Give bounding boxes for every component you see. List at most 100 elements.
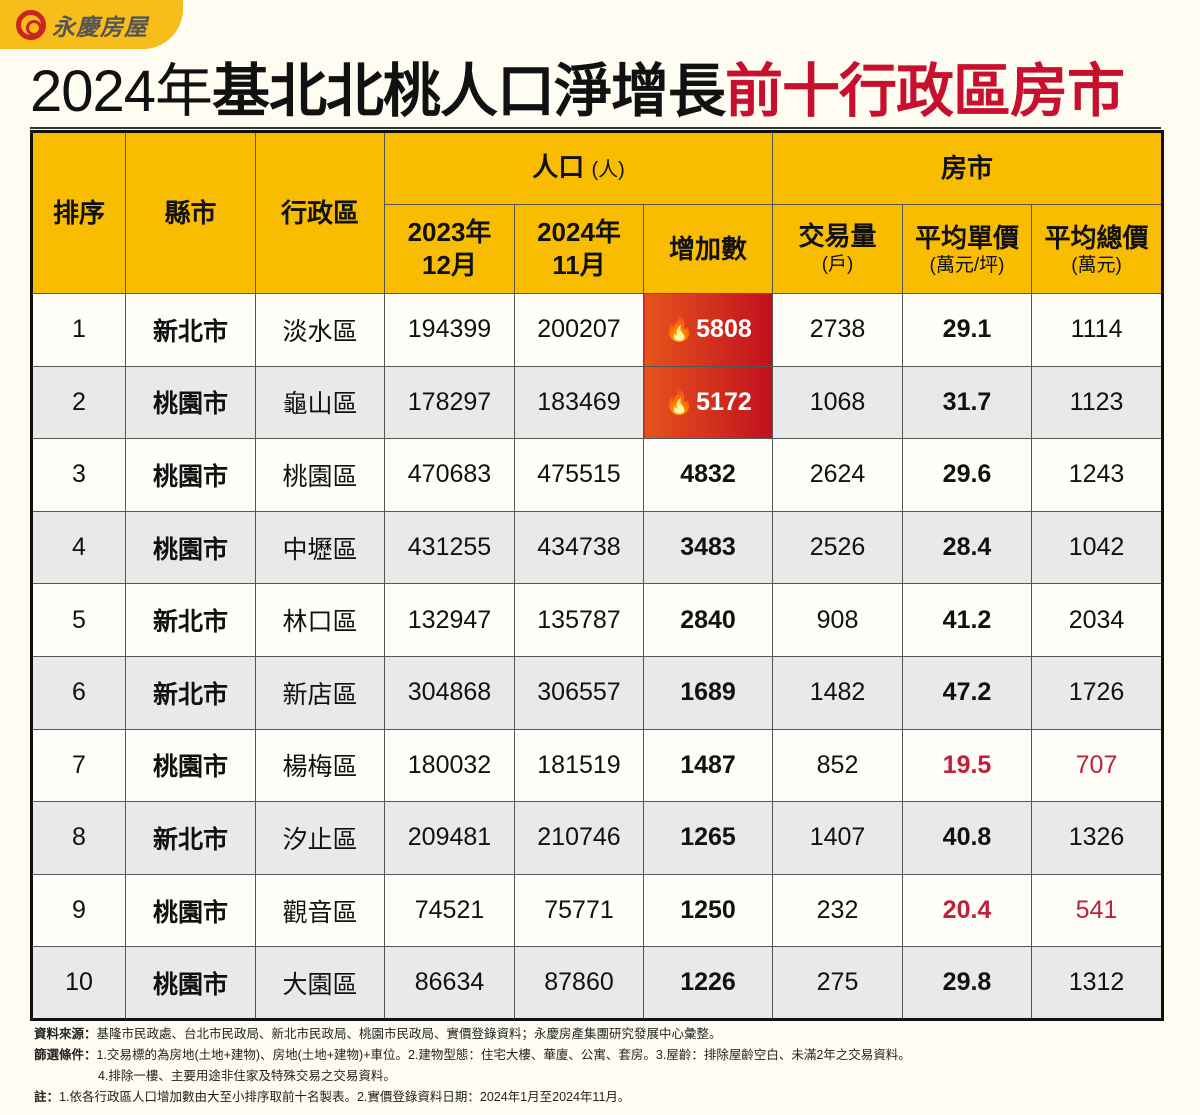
source-text: 基隆市民政處、台北市民政局、新北市民政局、桃園市民政局、實價登錄資料；永慶房產集… xyxy=(96,1027,722,1041)
cell-pop-2024: 306557 xyxy=(514,655,644,730)
cell-district: 桃園區 xyxy=(255,438,385,512)
cell-district-value: 淡水區 xyxy=(282,317,358,346)
cell-rank-value: 10 xyxy=(65,968,93,997)
cell-increase: 1250 xyxy=(642,873,774,948)
cell-pop-2023: 194399 xyxy=(384,293,515,367)
cell-total-price: 1123 xyxy=(1031,365,1164,440)
cell-unit-price-value: 29.6 xyxy=(942,460,992,489)
cell-rank: 6 xyxy=(31,655,126,730)
volume-label: 交易量(戶) xyxy=(798,221,877,275)
cell-volume: 908 xyxy=(772,583,904,657)
cell-pop-2023: 180032 xyxy=(384,728,515,803)
cell-pop-2024: 75771 xyxy=(514,873,644,948)
cell-district: 中壢區 xyxy=(255,510,385,585)
cell-increase-value: 3483 xyxy=(680,533,736,562)
cell-volume-value: 232 xyxy=(816,896,859,925)
cell-pop-2023: 74521 xyxy=(384,873,515,948)
title-divider xyxy=(30,127,1161,129)
cell-volume-value: 1482 xyxy=(809,678,866,707)
header-rank: 排序 xyxy=(31,131,126,294)
data-table: 排序 縣市 行政區 人口 (人) 房市 2023年12月 2024年 11月 增加… xyxy=(30,130,1165,1021)
header-population: 人口 (人) xyxy=(383,131,774,205)
cell-increase-value: 4832 xyxy=(680,460,736,489)
cell-city-value: 桃園市 xyxy=(152,898,228,927)
cell-unit-price-value: 29.1 xyxy=(942,315,992,344)
cell-city-value: 新北市 xyxy=(152,825,228,854)
cell-city-value: 桃園市 xyxy=(152,753,228,782)
cell-pop-2024: 181519 xyxy=(514,728,644,803)
unit-price-unit: (萬元/坪) xyxy=(929,254,1005,276)
cell-pop-2024-value: 210746 xyxy=(537,823,621,852)
cell-district: 觀音區 xyxy=(255,873,385,948)
cell-district: 龜山區 xyxy=(255,365,385,440)
logo-text: 永慶房屋 xyxy=(52,13,148,40)
cell-increase: 3483 xyxy=(642,510,774,585)
header-housing: 房市 xyxy=(772,131,1164,205)
cell-district-value: 龜山區 xyxy=(282,390,358,419)
cell-total-price: 541 xyxy=(1031,873,1164,948)
cell-pop-2024: 135787 xyxy=(514,583,644,657)
cell-district: 林口區 xyxy=(255,583,385,657)
cell-city: 新北市 xyxy=(125,583,256,657)
table-row: 6 新北市 新店區 304868 306557 1689 1482 47.2 1726 xyxy=(31,655,1164,730)
cell-volume-value: 1068 xyxy=(809,387,866,416)
filter-text-1: 1.交易標的為房地(土地+建物)、房地(土地+建物)+車位。2.建物型態：住宅大… xyxy=(96,1048,911,1062)
cell-rank-value: 7 xyxy=(72,750,86,779)
header-pop-2024-year: 2024年 xyxy=(537,217,621,247)
cell-rank-value: 9 xyxy=(72,896,86,925)
cell-increase: 1487 xyxy=(642,728,774,803)
cell-total-price-value: 707 xyxy=(1075,750,1118,779)
cell-increase-value: 2840 xyxy=(680,605,736,634)
cell-district-value: 桃園區 xyxy=(282,462,358,491)
cell-city-value: 桃園市 xyxy=(152,462,228,491)
note-text: 1.依各行政區人口增加數由大至小排序取前十名製表。2.實價登錄資料日期：2024… xyxy=(59,1090,631,1104)
flame-icon: 🔥 xyxy=(664,316,695,344)
header-pop-2023: 2023年12月 xyxy=(384,204,515,294)
cell-pop-2023: 209481 xyxy=(384,801,515,875)
cell-rank-value: 5 xyxy=(72,605,86,634)
cell-pop-2024-value: 181519 xyxy=(537,750,621,779)
cell-increase: 4832 xyxy=(642,438,774,512)
header-district: 行政區 xyxy=(255,131,385,294)
logo-icon xyxy=(16,9,46,40)
cell-unit-price-value: 28.4 xyxy=(942,533,992,562)
cell-pop-2023-value: 74521 xyxy=(414,896,485,925)
cell-total-price: 1326 xyxy=(1031,801,1164,875)
cell-district: 大園區 xyxy=(255,946,385,1020)
cell-increase: 1265 xyxy=(642,801,774,875)
cell-unit-price-value: 47.2 xyxy=(942,678,992,707)
cell-total-price-value: 1243 xyxy=(1068,460,1125,489)
cell-rank: 2 xyxy=(31,365,126,440)
cell-district-value: 林口區 xyxy=(282,608,358,637)
cell-city: 桃園市 xyxy=(125,438,256,512)
unit-price-label: 平均單價 xyxy=(915,222,1020,253)
cell-volume: 1068 xyxy=(772,365,904,440)
cell-volume-value: 908 xyxy=(816,605,859,634)
cell-rank: 3 xyxy=(31,438,126,512)
header-unit-price: 平均單價 (萬元/坪) xyxy=(902,204,1033,294)
cell-unit-price-value: 40.8 xyxy=(942,823,992,852)
footer-note: 註：1.依各行政區人口增加數由大至小排序取前十名製表。2.實價登錄資料日期：20… xyxy=(34,1087,911,1108)
source-label: 資料來源： xyxy=(34,1027,97,1041)
cell-city: 桃園市 xyxy=(125,728,256,803)
cell-unit-price-value: 20.4 xyxy=(942,896,992,925)
cell-rank-value: 4 xyxy=(72,533,86,562)
cell-increase-value: 1689 xyxy=(680,678,736,707)
cell-total-price: 1243 xyxy=(1031,438,1164,512)
header-volume: 交易量(戶) xyxy=(772,204,904,294)
flame-icon: 🔥 xyxy=(664,388,695,416)
cell-total-price-value: 1042 xyxy=(1068,533,1125,562)
cell-unit-price-value: 41.2 xyxy=(942,605,992,634)
cell-district-value: 汐止區 xyxy=(282,825,358,854)
cell-city-value: 新北市 xyxy=(152,680,228,709)
cell-volume: 1407 xyxy=(772,801,904,875)
cell-unit-price: 29.1 xyxy=(902,293,1033,367)
page-title: 2024年基北北桃人口淨增長前十行政區房市 xyxy=(30,58,1125,126)
cell-pop-2023-value: 304868 xyxy=(407,678,492,707)
cell-city: 桃園市 xyxy=(125,873,256,948)
table-row: 5 新北市 林口區 132947 135787 2840 908 41.2 2034 xyxy=(31,583,1164,657)
table-row: 1 新北市 淡水區 194399 200207 🔥5808 2738 29.1 1114 xyxy=(31,293,1164,367)
table-row: 2 桃園市 龜山區 178297 183469 🔥5172 1068 31.7 1123 xyxy=(31,365,1164,440)
table-row: 9 桃園市 觀音區 74521 75771 1250 232 20.4 541 xyxy=(31,873,1164,948)
cell-total-price-value: 1312 xyxy=(1068,968,1125,997)
